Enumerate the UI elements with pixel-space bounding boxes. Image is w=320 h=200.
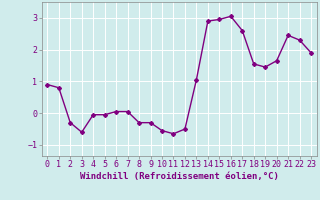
- X-axis label: Windchill (Refroidissement éolien,°C): Windchill (Refroidissement éolien,°C): [80, 172, 279, 181]
